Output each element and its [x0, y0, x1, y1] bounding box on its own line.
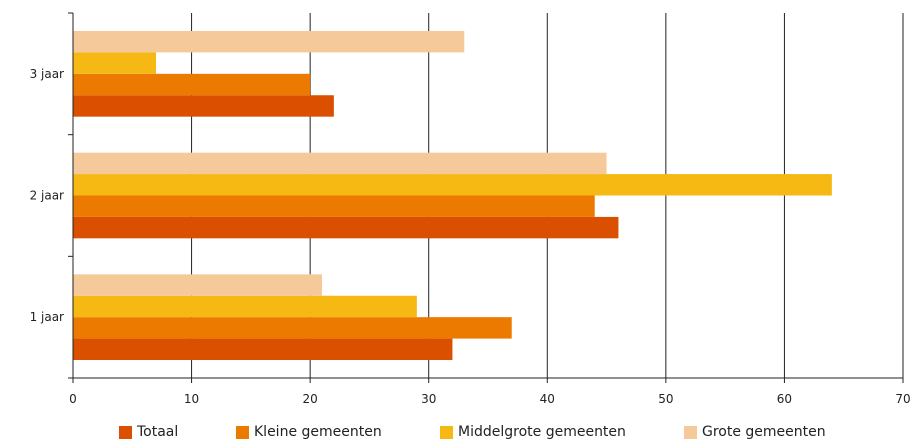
- x-tick-label: 50: [658, 392, 673, 406]
- legend-swatch: [440, 425, 453, 439]
- x-tick-label: 60: [777, 392, 792, 406]
- x-tick-label: 40: [540, 392, 555, 406]
- bars: [73, 31, 832, 360]
- x-tick-label: 0: [69, 392, 77, 406]
- legend-item: Kleine gemeenten: [236, 424, 382, 440]
- axes: [68, 12, 904, 383]
- x-axis-labels: 0 10 20 30 40 50 60 70: [69, 392, 910, 406]
- x-tick-label: 30: [421, 392, 436, 406]
- legend-item: Middelgrote gemeenten: [440, 424, 626, 440]
- bar-grote-gemeenten: [73, 274, 322, 296]
- x-tick-label: 70: [895, 392, 910, 406]
- x-tick-label: 20: [303, 392, 318, 406]
- legend-item: Totaal: [119, 424, 178, 440]
- bar-middelgrote-gemeenten: [73, 52, 156, 74]
- legend-label: Totaal: [137, 424, 179, 440]
- legend-label: Kleine gemeenten: [254, 424, 382, 440]
- bar-kleine-gemeenten: [73, 195, 595, 217]
- y-tick-label: 1 jaar: [30, 310, 64, 324]
- legend-label: Grote gemeenten: [702, 424, 826, 440]
- legend-swatch: [684, 425, 697, 439]
- legend-label: Middelgrote gemeenten: [458, 424, 626, 440]
- bar-kleine-gemeenten: [73, 73, 311, 96]
- bar-grote-gemeenten: [73, 31, 465, 53]
- bar-totaal: [73, 338, 453, 360]
- y-tick-label: 3 jaar: [30, 67, 64, 81]
- bar-middelgrote-gemeenten: [73, 174, 832, 196]
- legend-swatch: [236, 425, 249, 439]
- bar-kleine-gemeenten: [73, 317, 512, 339]
- bar-totaal: [73, 95, 334, 117]
- legend-item: Grote gemeenten: [684, 424, 826, 440]
- x-tick-label: 10: [184, 392, 199, 406]
- bar-grote-gemeenten: [73, 152, 607, 175]
- bar-middelgrote-gemeenten: [73, 295, 417, 318]
- y-axis-labels: 3 jaar 2 jaar 1 jaar: [30, 67, 64, 324]
- legend: Totaal Kleine gemeenten Middelgrote gemeen…: [0, 420, 924, 445]
- y-tick-label: 2 jaar: [30, 189, 64, 203]
- legend-swatch: [119, 425, 132, 439]
- bar-totaal: [73, 216, 619, 239]
